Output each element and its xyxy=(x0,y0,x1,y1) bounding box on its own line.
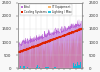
Bar xyxy=(36,67,37,68)
Bar xyxy=(74,66,75,68)
Bar xyxy=(76,66,77,68)
Legend: Total, Cooling Systems, IT Equipment, Lighting / Misc: Total, Cooling Systems, IT Equipment, Li… xyxy=(20,4,72,14)
Bar xyxy=(54,67,55,68)
Bar xyxy=(79,65,80,68)
Bar xyxy=(55,67,56,68)
Bar xyxy=(24,66,25,68)
Bar xyxy=(37,65,38,68)
Bar xyxy=(80,62,81,68)
Bar xyxy=(23,66,24,68)
Bar xyxy=(78,64,79,68)
Bar xyxy=(39,67,40,68)
Bar xyxy=(47,67,48,68)
Bar xyxy=(46,67,47,68)
Bar xyxy=(77,62,78,68)
Bar xyxy=(27,67,28,68)
Bar xyxy=(75,64,76,68)
Bar xyxy=(48,67,49,68)
Bar xyxy=(73,63,74,68)
